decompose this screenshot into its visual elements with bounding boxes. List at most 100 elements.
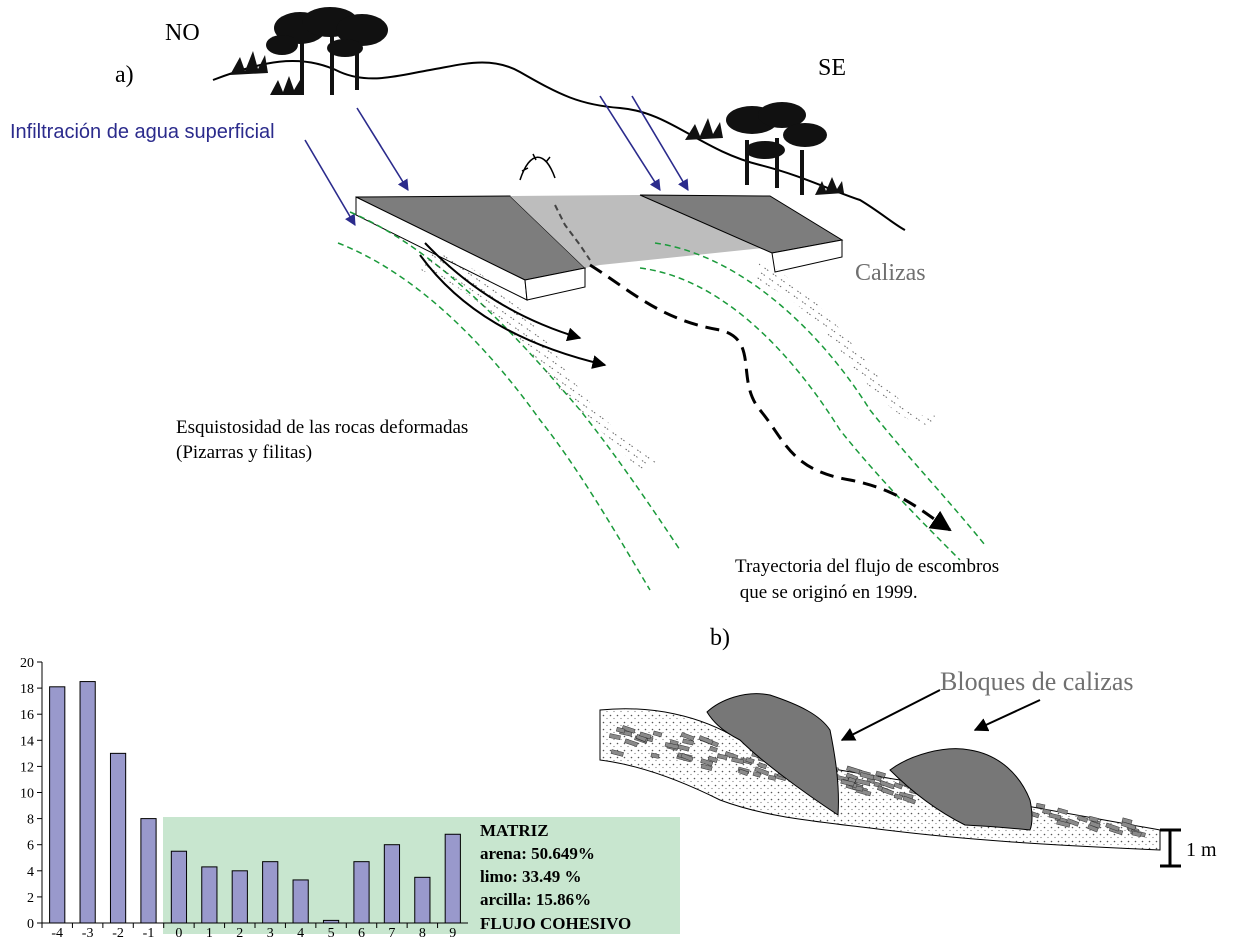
clast [893,793,903,800]
clast [709,745,718,753]
clast [624,738,639,747]
matrix-flow: FLUJO COHESIVO [480,914,631,933]
x-tick-label: 7 [388,926,395,939]
clast [1035,802,1046,810]
bar [201,866,218,924]
y-tick-label: 8 [27,813,34,828]
clast [738,768,749,777]
y-tick-label: 14 [20,734,34,749]
clast [879,780,895,790]
clast [1056,807,1069,815]
tree-icon [685,102,844,195]
clast [724,751,739,760]
infiltration-label: Infiltración de agua superficial [10,121,275,143]
clast [1066,818,1080,827]
x-tick-label: -3 [82,926,94,939]
bar [231,870,248,924]
y-tick-label: 18 [20,682,34,697]
clast [875,770,886,778]
clast [652,730,663,738]
clast [757,762,768,770]
clast [639,731,652,740]
x-tick-label: 1 [206,926,213,939]
limestone-block [706,693,839,816]
x-tick-label: -2 [112,926,124,939]
bar [353,861,370,924]
limestone-slab [355,194,844,301]
bar [79,681,96,924]
clast [1048,812,1062,820]
block-arrow [840,689,941,741]
limestone-block [889,748,1033,831]
clast [1076,814,1089,823]
bar [140,818,157,924]
x-tick-label: 6 [358,926,365,939]
x-axis: -4 -3 -2 -1 0 1 2 3 4 5 6 7 8 9 [41,922,468,939]
clast [767,774,777,781]
bar [414,876,431,924]
clast [1131,830,1142,838]
bar [262,861,279,924]
infiltration-arrows [304,95,689,226]
trajectory-label-2: que se originó en 1999. [735,582,918,603]
matrix-clay: arcilla: 15.86% [480,890,591,909]
clast [902,795,916,805]
x-tick-label: 4 [297,926,304,939]
clast [615,726,626,734]
clast [716,753,728,761]
clast [608,733,621,741]
debris-flow-trajectory [589,263,952,532]
trajectory-label-1: Trayectoria del flujo de escombros [735,556,999,577]
nw-label: NO [165,20,200,46]
bar [444,833,461,924]
matrix-sand: arena: 50.649% [480,844,595,863]
panel-b-section: b) Bloques de calizas 1 m [599,625,1217,868]
schistosity-label-2: (Pizarras y filitas) [176,442,312,463]
x-tick-label: -1 [143,926,155,939]
clast [664,742,679,750]
y-tick-label: 4 [27,865,34,880]
panel-a: NO a) SE [10,7,999,603]
limestone-label: Calizas [855,260,926,286]
y-tick-label: 10 [20,787,34,802]
clast [1121,817,1133,825]
schistosity-label-1: Esquistosidad de las rocas deformadas [176,417,468,438]
x-tick-label: 2 [236,926,243,939]
bar [170,850,188,924]
schist-texture [755,260,940,425]
clast [680,732,695,742]
y-tick-label: 0 [27,917,34,932]
y-tick-label: 6 [27,839,34,854]
x-tick-label: 5 [328,926,335,939]
clast [840,779,855,787]
bar [383,844,401,924]
schist-texture [420,250,660,470]
panel-b-label: b) [710,625,730,651]
panel-a-label: a) [115,62,134,88]
blocks-label: Bloques de calizas [940,667,1134,696]
clast [752,771,762,778]
clast [1105,822,1120,832]
clast [1088,815,1099,823]
bar [292,879,309,924]
clast [1089,820,1101,829]
tree-icon [230,7,388,95]
matrix-silt: limo: 33.49 % [480,867,582,886]
x-tick-label: 9 [449,926,456,939]
matrix-title: MATRIZ [480,821,549,840]
clast [680,752,694,762]
clast [700,763,713,771]
scarp-symbol [519,153,556,181]
clast [698,735,714,745]
bars [49,681,461,924]
x-tick-label: -4 [51,926,63,939]
clast [754,766,770,776]
x-tick-label: 0 [175,926,182,939]
x-tick-label: 3 [267,926,274,939]
y-tick-label: 16 [20,708,34,723]
clast [731,756,745,765]
bar [49,686,66,924]
clast [855,778,871,786]
